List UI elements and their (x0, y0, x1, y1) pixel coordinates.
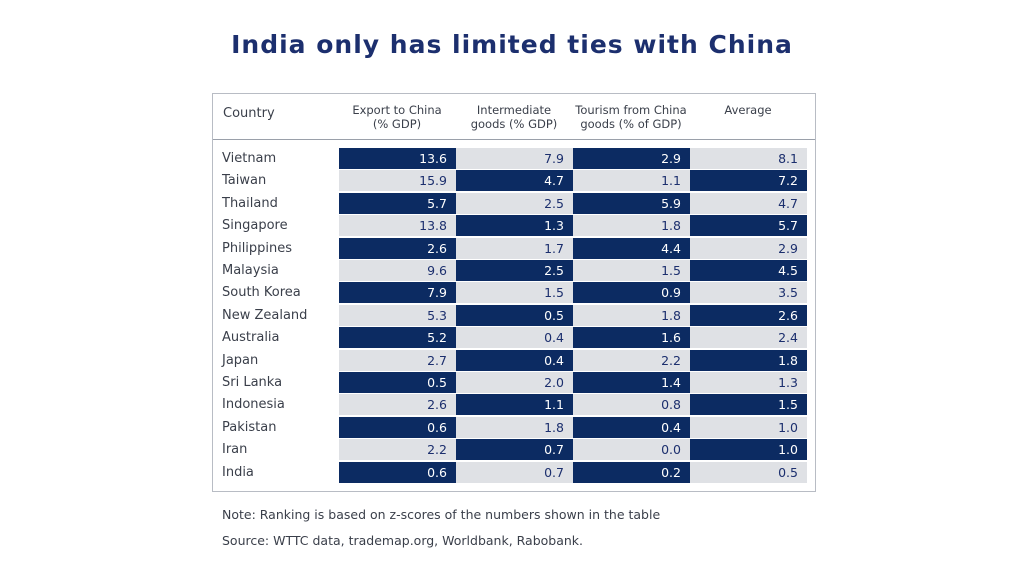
table-cell: 3.5 (690, 282, 807, 304)
row-country-label: Japan (222, 352, 259, 368)
row-country-label: Indonesia (222, 397, 285, 413)
table-cell: 2.0 (456, 372, 573, 393)
table-cell: 2.5 (456, 192, 573, 214)
source-text: Source: WTTC data, trademap.org, Worldba… (222, 533, 584, 548)
table-cell: 0.8 (573, 394, 690, 416)
table-cell: 13.6 (339, 148, 456, 169)
table-cell: 1.5 (690, 394, 807, 416)
table-cell: 1.3 (456, 215, 573, 237)
table-cell: 1.0 (690, 416, 807, 438)
table-cell: 2.6 (339, 237, 456, 259)
row-country-label: Australia (222, 330, 280, 346)
table-cell: 2.9 (573, 148, 690, 169)
table-cell: 1.4 (573, 372, 690, 393)
table-cell: 5.7 (339, 192, 456, 214)
table-cell: 0.5 (456, 304, 573, 326)
table-cell: 2.4 (690, 327, 807, 349)
table-cell: 4.7 (690, 192, 807, 214)
table-cell: 1.8 (573, 304, 690, 326)
table-cell: 7.2 (690, 170, 807, 192)
table-cell: 1.6 (573, 327, 690, 349)
column-header: Average (724, 103, 772, 117)
header-divider (213, 139, 815, 140)
row-country-label: Vietnam (222, 151, 277, 166)
table-cell: 1.7 (456, 237, 573, 259)
table-cell: 0.6 (339, 461, 456, 483)
table-cell: 0.4 (573, 416, 690, 438)
row-country-label: Thailand (222, 195, 278, 211)
table-cell: 1.1 (456, 394, 573, 416)
row-country-label: Taiwan (222, 173, 267, 189)
table-cell: 2.9 (690, 237, 807, 259)
table-cell: 1.0 (690, 439, 807, 461)
row-country-label: Sri Lanka (222, 375, 283, 390)
column-header: Tourism from China goods (% of GDP) (575, 103, 687, 131)
table-cell: 0.6 (339, 416, 456, 438)
table-cell: 0.4 (456, 349, 573, 371)
table-cell: 4.5 (690, 260, 807, 281)
row-country-label: South Korea (222, 285, 301, 301)
table-cell: 7.9 (456, 148, 573, 169)
table-cell: 0.5 (339, 372, 456, 393)
row-country-label: Philippines (222, 240, 293, 256)
table-cell: 1.5 (573, 260, 690, 281)
table-cell: 1.5 (456, 282, 573, 304)
table-cell: 0.9 (573, 282, 690, 304)
table-cell: 0.4 (456, 327, 573, 349)
table-cell: 5.3 (339, 304, 456, 326)
table-frame (212, 93, 816, 492)
table-cell: 1.8 (456, 416, 573, 438)
table-cell: 1.8 (690, 349, 807, 371)
table-cell: 2.2 (339, 439, 456, 461)
table-cell: 0.7 (456, 461, 573, 483)
column-header: Intermediate goods (% GDP) (470, 103, 558, 131)
table-cell: 4.4 (573, 237, 690, 259)
table-cell: 5.9 (573, 192, 690, 214)
table-cell: 2.2 (573, 349, 690, 371)
table-cell: 13.8 (339, 215, 456, 237)
table-cell: 1.3 (690, 372, 807, 393)
table-cell: 1.8 (573, 215, 690, 237)
table-cell: 15.9 (339, 170, 456, 192)
table-cell: 4.7 (456, 170, 573, 192)
row-country-label: New Zealand (222, 307, 308, 323)
table-cell: 2.6 (690, 304, 807, 326)
column-header: Country (223, 106, 275, 121)
table-cell: 5.7 (690, 215, 807, 237)
table-cell: 7.9 (339, 282, 456, 304)
table-cell: 2.7 (339, 349, 456, 371)
row-country-label: Malaysia (222, 263, 279, 278)
chart-title: India only has limited ties with China (231, 30, 793, 59)
row-country-label: India (222, 464, 254, 480)
table-cell: 0.5 (690, 461, 807, 483)
row-country-label: Iran (222, 442, 248, 458)
note-text: Note: Ranking is based on z-scores of th… (222, 507, 661, 522)
table-cell: 8.1 (690, 148, 807, 169)
table-cell: 9.6 (339, 260, 456, 281)
table-cell: 2.5 (456, 260, 573, 281)
row-country-label: Pakistan (222, 419, 277, 435)
column-header: Export to China (% GDP) (352, 103, 442, 131)
table-cell: 0.0 (573, 439, 690, 461)
table-cell: 0.7 (456, 439, 573, 461)
table-cell: 0.2 (573, 461, 690, 483)
table-cell: 5.2 (339, 327, 456, 349)
row-country-label: Singapore (222, 218, 288, 234)
table-cell: 1.1 (573, 170, 690, 192)
table-cell: 2.6 (339, 394, 456, 416)
